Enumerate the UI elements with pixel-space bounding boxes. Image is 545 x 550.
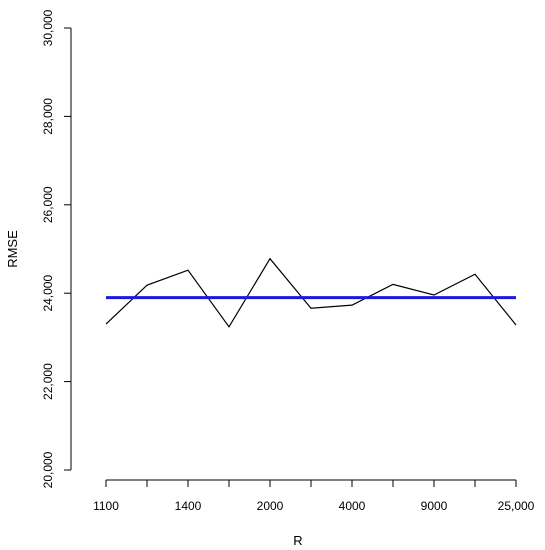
- y-tick-label: 24,000: [41, 275, 55, 312]
- y-tick-label: 30,000: [41, 9, 55, 46]
- x-tick-label: 1400: [175, 499, 202, 513]
- y-axis-title: RMSE: [5, 230, 20, 268]
- x-tick-label: 9000: [421, 499, 448, 513]
- series-layer: [105, 257, 517, 328]
- y-tick-label: 22,000: [41, 363, 55, 400]
- y-tick-label: 28,000: [41, 98, 55, 135]
- y-tick-label: 26,000: [41, 186, 55, 223]
- x-tick-label: 25,000: [498, 499, 535, 513]
- rmse-line: [105, 257, 517, 328]
- y-tick-label: 20,000: [41, 451, 55, 488]
- x-axis-title: R: [293, 533, 302, 548]
- x-tick-label: 1100: [93, 499, 119, 513]
- x-tick-label: 2000: [257, 499, 284, 513]
- axes: 20,000 22,000 24,000 26,000 28,000 30,000 1100…: [41, 9, 535, 513]
- x-tick-label: 4000: [339, 499, 366, 513]
